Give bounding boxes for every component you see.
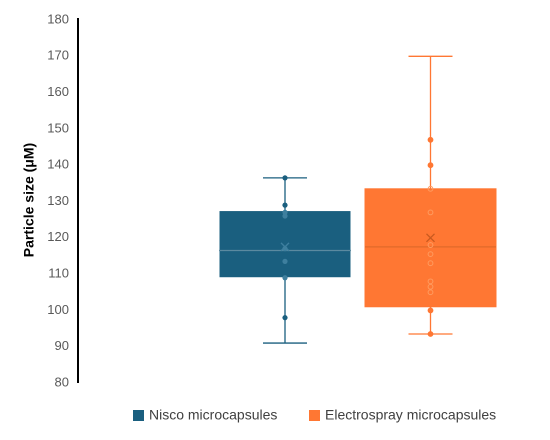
mean-marker bbox=[426, 233, 435, 243]
data-point bbox=[282, 209, 288, 215]
y-tick-label: 180 bbox=[47, 11, 69, 26]
y-axis-label: Particle size (μM) bbox=[21, 143, 37, 257]
data-point bbox=[427, 209, 434, 216]
data-point bbox=[427, 162, 434, 169]
data-point bbox=[282, 258, 288, 264]
y-tick-label: 150 bbox=[47, 120, 69, 135]
data-point bbox=[427, 283, 434, 290]
data-point bbox=[427, 307, 434, 314]
box bbox=[218, 210, 352, 279]
data-point bbox=[282, 175, 288, 181]
box-series bbox=[218, 175, 352, 344]
legend: Nisco microcapsules Electrospray microcap… bbox=[133, 407, 496, 423]
y-tick-label: 80 bbox=[55, 374, 69, 389]
data-point bbox=[282, 213, 288, 219]
data-point bbox=[427, 242, 434, 248]
legend-swatch bbox=[309, 410, 320, 421]
data-point bbox=[282, 202, 288, 208]
legend-label: Nisco microcapsules bbox=[149, 407, 277, 423]
y-tick-label: 90 bbox=[55, 338, 69, 353]
data-point bbox=[282, 275, 288, 281]
data-point bbox=[427, 136, 434, 143]
y-tick-label: 120 bbox=[47, 229, 69, 244]
y-tick-label: 170 bbox=[47, 48, 69, 63]
data-point bbox=[427, 331, 434, 337]
data-point bbox=[427, 185, 434, 192]
y-tick-label: 130 bbox=[47, 193, 69, 208]
legend-swatch bbox=[133, 410, 144, 421]
y-tick-label: 140 bbox=[47, 157, 69, 172]
data-point bbox=[282, 315, 288, 321]
y-axis: 80 90 100 110 120 130 140 150 160 170 180 bbox=[47, 11, 79, 389]
plot-area bbox=[218, 55, 497, 344]
data-point bbox=[427, 289, 434, 296]
y-tick-label: 100 bbox=[47, 302, 69, 317]
mean-marker bbox=[280, 242, 290, 252]
legend-label: Electrospray microcapsules bbox=[325, 407, 496, 423]
data-point bbox=[427, 278, 434, 285]
data-point bbox=[427, 260, 434, 267]
box-series bbox=[364, 55, 497, 337]
y-tick-label: 110 bbox=[48, 266, 69, 281]
data-point bbox=[427, 251, 434, 258]
y-tick-label: 160 bbox=[47, 84, 69, 99]
